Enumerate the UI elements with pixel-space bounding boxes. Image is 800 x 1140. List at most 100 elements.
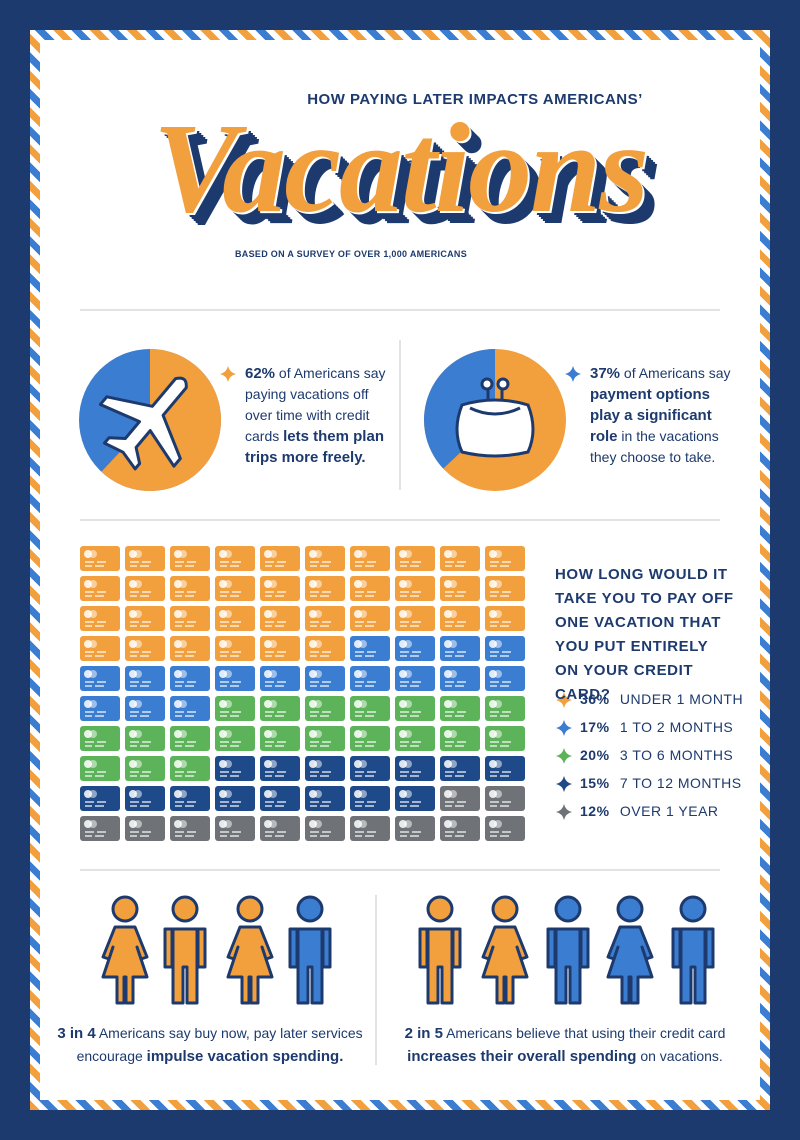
card-face [305, 756, 345, 781]
card-dot [449, 760, 457, 768]
person [163, 895, 207, 1005]
card-face [80, 696, 120, 721]
person [226, 895, 274, 1005]
card-face [395, 576, 435, 601]
card-lines [490, 681, 511, 687]
waffle-group [80, 546, 525, 661]
card-lines [355, 651, 376, 657]
people-total [101, 895, 332, 1005]
card-face [215, 666, 255, 691]
people-text: on vacations. [640, 1048, 723, 1064]
person-head [296, 895, 324, 923]
credit-card [440, 666, 480, 691]
card-face [440, 606, 480, 631]
card-face [215, 726, 255, 751]
card-lines [175, 561, 196, 567]
card-dot [359, 610, 367, 618]
card-face [260, 786, 300, 811]
card-lines [310, 651, 331, 657]
credit-card [260, 756, 300, 781]
legend-name: OVER 1 YEAR [619, 803, 719, 819]
card-dot [269, 820, 277, 828]
card-face [485, 696, 525, 721]
card-lines [85, 771, 106, 777]
credit-card [125, 816, 165, 841]
credit-card [125, 636, 165, 661]
card-dot [494, 730, 502, 738]
card-dot [134, 730, 142, 738]
card-face [170, 576, 210, 601]
card-dot [269, 610, 277, 618]
card-face [350, 546, 390, 571]
card-face [485, 666, 525, 691]
card-lines [175, 681, 196, 687]
credit-card [305, 666, 345, 691]
card-dot [314, 610, 322, 618]
person [481, 895, 529, 1005]
stat-lead: 62% [245, 365, 276, 382]
person [546, 895, 590, 1005]
card-face [485, 606, 525, 631]
credit-card [215, 816, 255, 841]
card-face [125, 546, 165, 571]
card-lines [220, 651, 241, 657]
card-dot [134, 640, 142, 648]
credit-card [485, 546, 525, 571]
card-lines [265, 621, 286, 627]
people-text: Americans believe that using their credi… [446, 1025, 726, 1041]
card-face [305, 576, 345, 601]
card-lines [130, 561, 151, 567]
title: Vacations [152, 97, 649, 239]
card-dot [224, 550, 232, 558]
card-dot [449, 610, 457, 618]
credit-card [395, 786, 435, 811]
card-lines [130, 591, 151, 597]
card-lines [175, 801, 196, 807]
card-face [305, 726, 345, 751]
card-lines [490, 831, 511, 837]
card-face [395, 546, 435, 571]
card-dot [404, 790, 412, 798]
card-face [170, 666, 210, 691]
card-face [440, 636, 480, 661]
card-lines [310, 801, 331, 807]
card-face [80, 816, 120, 841]
people-text: impulse vacation spending. [146, 1048, 344, 1065]
card-lines [355, 561, 376, 567]
card-face [395, 666, 435, 691]
card-face [350, 606, 390, 631]
card-face [440, 696, 480, 721]
card-face [350, 816, 390, 841]
credit-card [485, 786, 525, 811]
credit-card [260, 636, 300, 661]
card-dot [494, 610, 502, 618]
card-dot [314, 820, 322, 828]
people-text: increases their overall spending [407, 1048, 637, 1065]
credit-card [260, 786, 300, 811]
credit-card [395, 666, 435, 691]
card-face [485, 756, 525, 781]
credit-card [170, 636, 210, 661]
credit-card [350, 756, 390, 781]
card-dot [359, 700, 367, 708]
credit-card [305, 546, 345, 571]
card-face [485, 726, 525, 751]
card-face [440, 756, 480, 781]
legend-value: 17% [580, 719, 610, 735]
card-dot [494, 670, 502, 678]
card-dot [89, 790, 97, 798]
card-face [485, 816, 525, 841]
card-dot [134, 790, 142, 798]
card-dot [359, 670, 367, 678]
sparkle [556, 720, 572, 736]
credit-card [215, 696, 255, 721]
credit-card [305, 636, 345, 661]
card-dot [314, 790, 322, 798]
card-face [80, 666, 120, 691]
credit-card [170, 606, 210, 631]
credit-card [350, 726, 390, 751]
card-dot [314, 550, 322, 558]
card-lines [490, 621, 511, 627]
card-lines [490, 801, 511, 807]
